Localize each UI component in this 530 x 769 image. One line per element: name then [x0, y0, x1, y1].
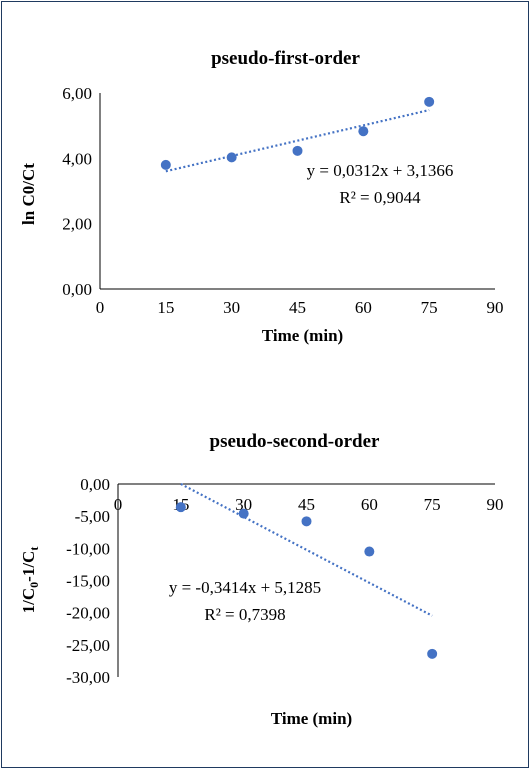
- y-tick-label: 6,00: [62, 84, 92, 103]
- trendline: [165, 109, 430, 173]
- chart-2: pseudo-second-order 0,00 -5,00 -10,00 -15,00…: [19, 431, 504, 728]
- data-point: [160, 159, 171, 170]
- data-point: [238, 508, 249, 519]
- data-point: [175, 502, 186, 513]
- x-tick-label: 90: [487, 495, 504, 514]
- y-axis-label-subscript: 0: [27, 582, 41, 588]
- y-axis-label: 1/C0-1/Ct: [19, 547, 41, 614]
- y-axis-label-subscript: t: [27, 547, 41, 551]
- y-axis-label: ln C0/Ct: [19, 163, 38, 225]
- data-point: [301, 516, 312, 527]
- y-tick-label: -20,00: [66, 604, 110, 623]
- data-point: [424, 96, 435, 107]
- x-tick-label: 30: [235, 495, 252, 514]
- x-tick-label: 45: [298, 495, 315, 514]
- x-tick-label: 0: [96, 298, 105, 317]
- data-point: [292, 145, 303, 156]
- data-point: [226, 152, 237, 163]
- chart-title: pseudo-first-order: [211, 48, 360, 69]
- x-tick-label: 0: [114, 495, 123, 514]
- x-tick-label: 75: [424, 495, 441, 514]
- x-tick-label: 90: [487, 298, 504, 317]
- y-tick-label: 0,00: [80, 475, 110, 494]
- y-tick-label: 2,00: [62, 215, 92, 234]
- trendline-equation: R² = 0,9044: [339, 188, 421, 207]
- x-axis-label: Time (min): [262, 326, 343, 345]
- trendline-equation: y = 0,0312x + 3,1366: [307, 161, 454, 180]
- y-tick-label: 4,00: [62, 149, 92, 168]
- y-tick-label: -30,00: [66, 668, 110, 687]
- data-point: [427, 648, 438, 659]
- x-axis-label: Time (min): [271, 709, 352, 728]
- y-tick-label: -25,00: [66, 636, 110, 655]
- x-tick-label: 45: [289, 298, 306, 317]
- x-tick-label: 30: [223, 298, 240, 317]
- y-tick-label: 0,00: [62, 280, 92, 299]
- y-axis-label-part: -1/C: [19, 551, 38, 582]
- chart-title: pseudo-second-order: [210, 431, 381, 452]
- x-tick-label: 60: [355, 298, 372, 317]
- chart-1: pseudo-first-order 0,00 2,00 4,00 6,00 0 15 30 4…: [19, 48, 504, 345]
- x-tick-label: 60: [361, 495, 378, 514]
- y-tick-label: -15,00: [66, 572, 110, 591]
- trendline-equation: R² = 0,7398: [204, 605, 285, 624]
- trendline-equation: y = -0,3414x + 5,1285: [169, 578, 321, 597]
- y-tick-label: -5,00: [75, 507, 110, 526]
- y-tick-label: -10,00: [66, 539, 110, 558]
- x-tick-label: 75: [421, 298, 438, 317]
- data-point: [364, 546, 375, 557]
- y-axis-label-part: 1/C: [19, 588, 38, 614]
- x-tick-label: 15: [157, 298, 174, 317]
- data-point: [358, 126, 369, 137]
